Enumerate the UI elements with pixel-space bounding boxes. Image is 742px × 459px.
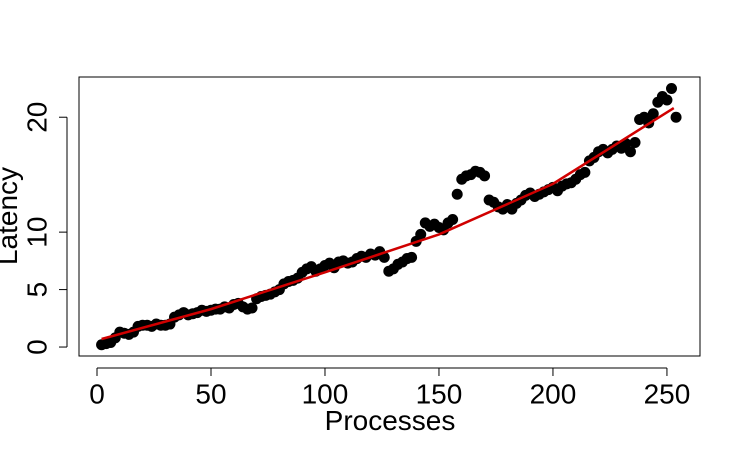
point	[451, 188, 463, 200]
point	[666, 82, 678, 94]
x-tick-label: 100	[302, 378, 349, 409]
x-tick-label: 200	[530, 378, 577, 409]
y-tick-label: 0	[21, 339, 52, 355]
point	[629, 136, 641, 148]
point	[415, 228, 427, 240]
y-tick-label: 20	[21, 102, 52, 133]
point	[447, 213, 459, 225]
plot-box	[78, 76, 701, 357]
point	[624, 146, 636, 158]
point	[647, 108, 659, 120]
point	[661, 94, 673, 106]
x-tick-label: 150	[416, 378, 463, 409]
y-tick-label: 10	[21, 217, 52, 248]
point	[670, 111, 682, 123]
point	[479, 170, 491, 182]
point	[406, 251, 418, 263]
fit-line	[101, 106, 675, 341]
point	[579, 166, 591, 178]
x-tick-label: 50	[195, 378, 226, 409]
point	[246, 302, 258, 314]
y-axis-label: Latency	[0, 167, 23, 265]
y-tick-label: 5	[21, 282, 52, 298]
x-tick-label: 0	[89, 378, 105, 409]
x-tick-label: 250	[644, 378, 691, 409]
x-axis-label: Processes	[325, 405, 456, 436]
